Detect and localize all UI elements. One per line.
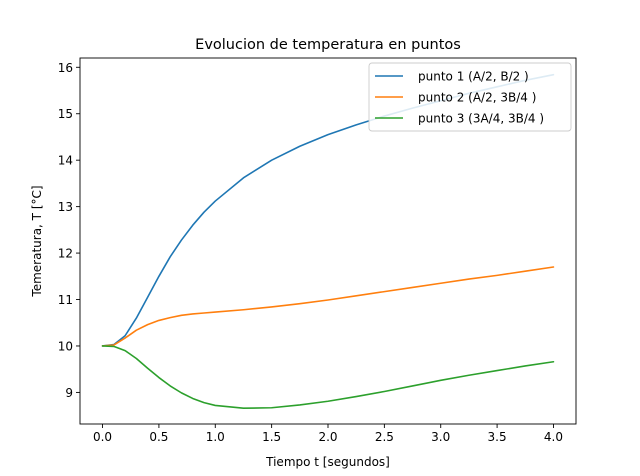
x-axis-label: Tiempo t [segundos]: [265, 455, 390, 469]
chart-title: Evolucion de temperatura en puntos: [195, 37, 461, 53]
legend-entry-label: punto 2 (A/2, 3B/4 ): [418, 91, 536, 105]
y-tick-label: 11: [58, 293, 73, 307]
x-tick-label: 3.0: [431, 430, 450, 444]
y-tick-label: 12: [58, 247, 73, 261]
legend: punto 1 (A/2, B/2 ) punto 2 (A/2, 3B/4 ) p…: [368, 62, 572, 132]
series-line-2: [101, 266, 555, 347]
y-tick-label: 14: [58, 154, 73, 168]
y-tick-label: 10: [58, 339, 73, 353]
series-line-3: [101, 345, 555, 410]
x-tick-label: 3.5: [488, 430, 507, 444]
x-tick-label: 0.0: [93, 430, 112, 444]
x-tick-label: 1.5: [262, 430, 281, 444]
x-tick-label: 2.0: [318, 430, 337, 444]
y-tick-label: 13: [58, 200, 73, 214]
plot-area: 0.0 0.5 1.0 1.5 2.0 2.5 3.0 3.5 4.0 9 10 11 12 13 14 15…: [58, 57, 577, 444]
x-tick-label: 0.5: [149, 430, 168, 444]
y-axis-label: Temeratura, T [°C]: [30, 185, 44, 297]
y-tick-label: 15: [58, 107, 73, 121]
legend-entry-label: punto 3 (3A/4, 3B/4 ): [418, 112, 544, 126]
x-tick-label: 4.0: [544, 430, 563, 444]
x-tick-label: 2.5: [375, 430, 394, 444]
y-tick-label: 16: [58, 61, 73, 75]
x-tick-label: 1.0: [206, 430, 225, 444]
legend-box: [368, 62, 572, 132]
y-tick-label: 9: [65, 386, 73, 400]
legend-entry-label: punto 1 (A/2, B/2 ): [418, 70, 529, 84]
